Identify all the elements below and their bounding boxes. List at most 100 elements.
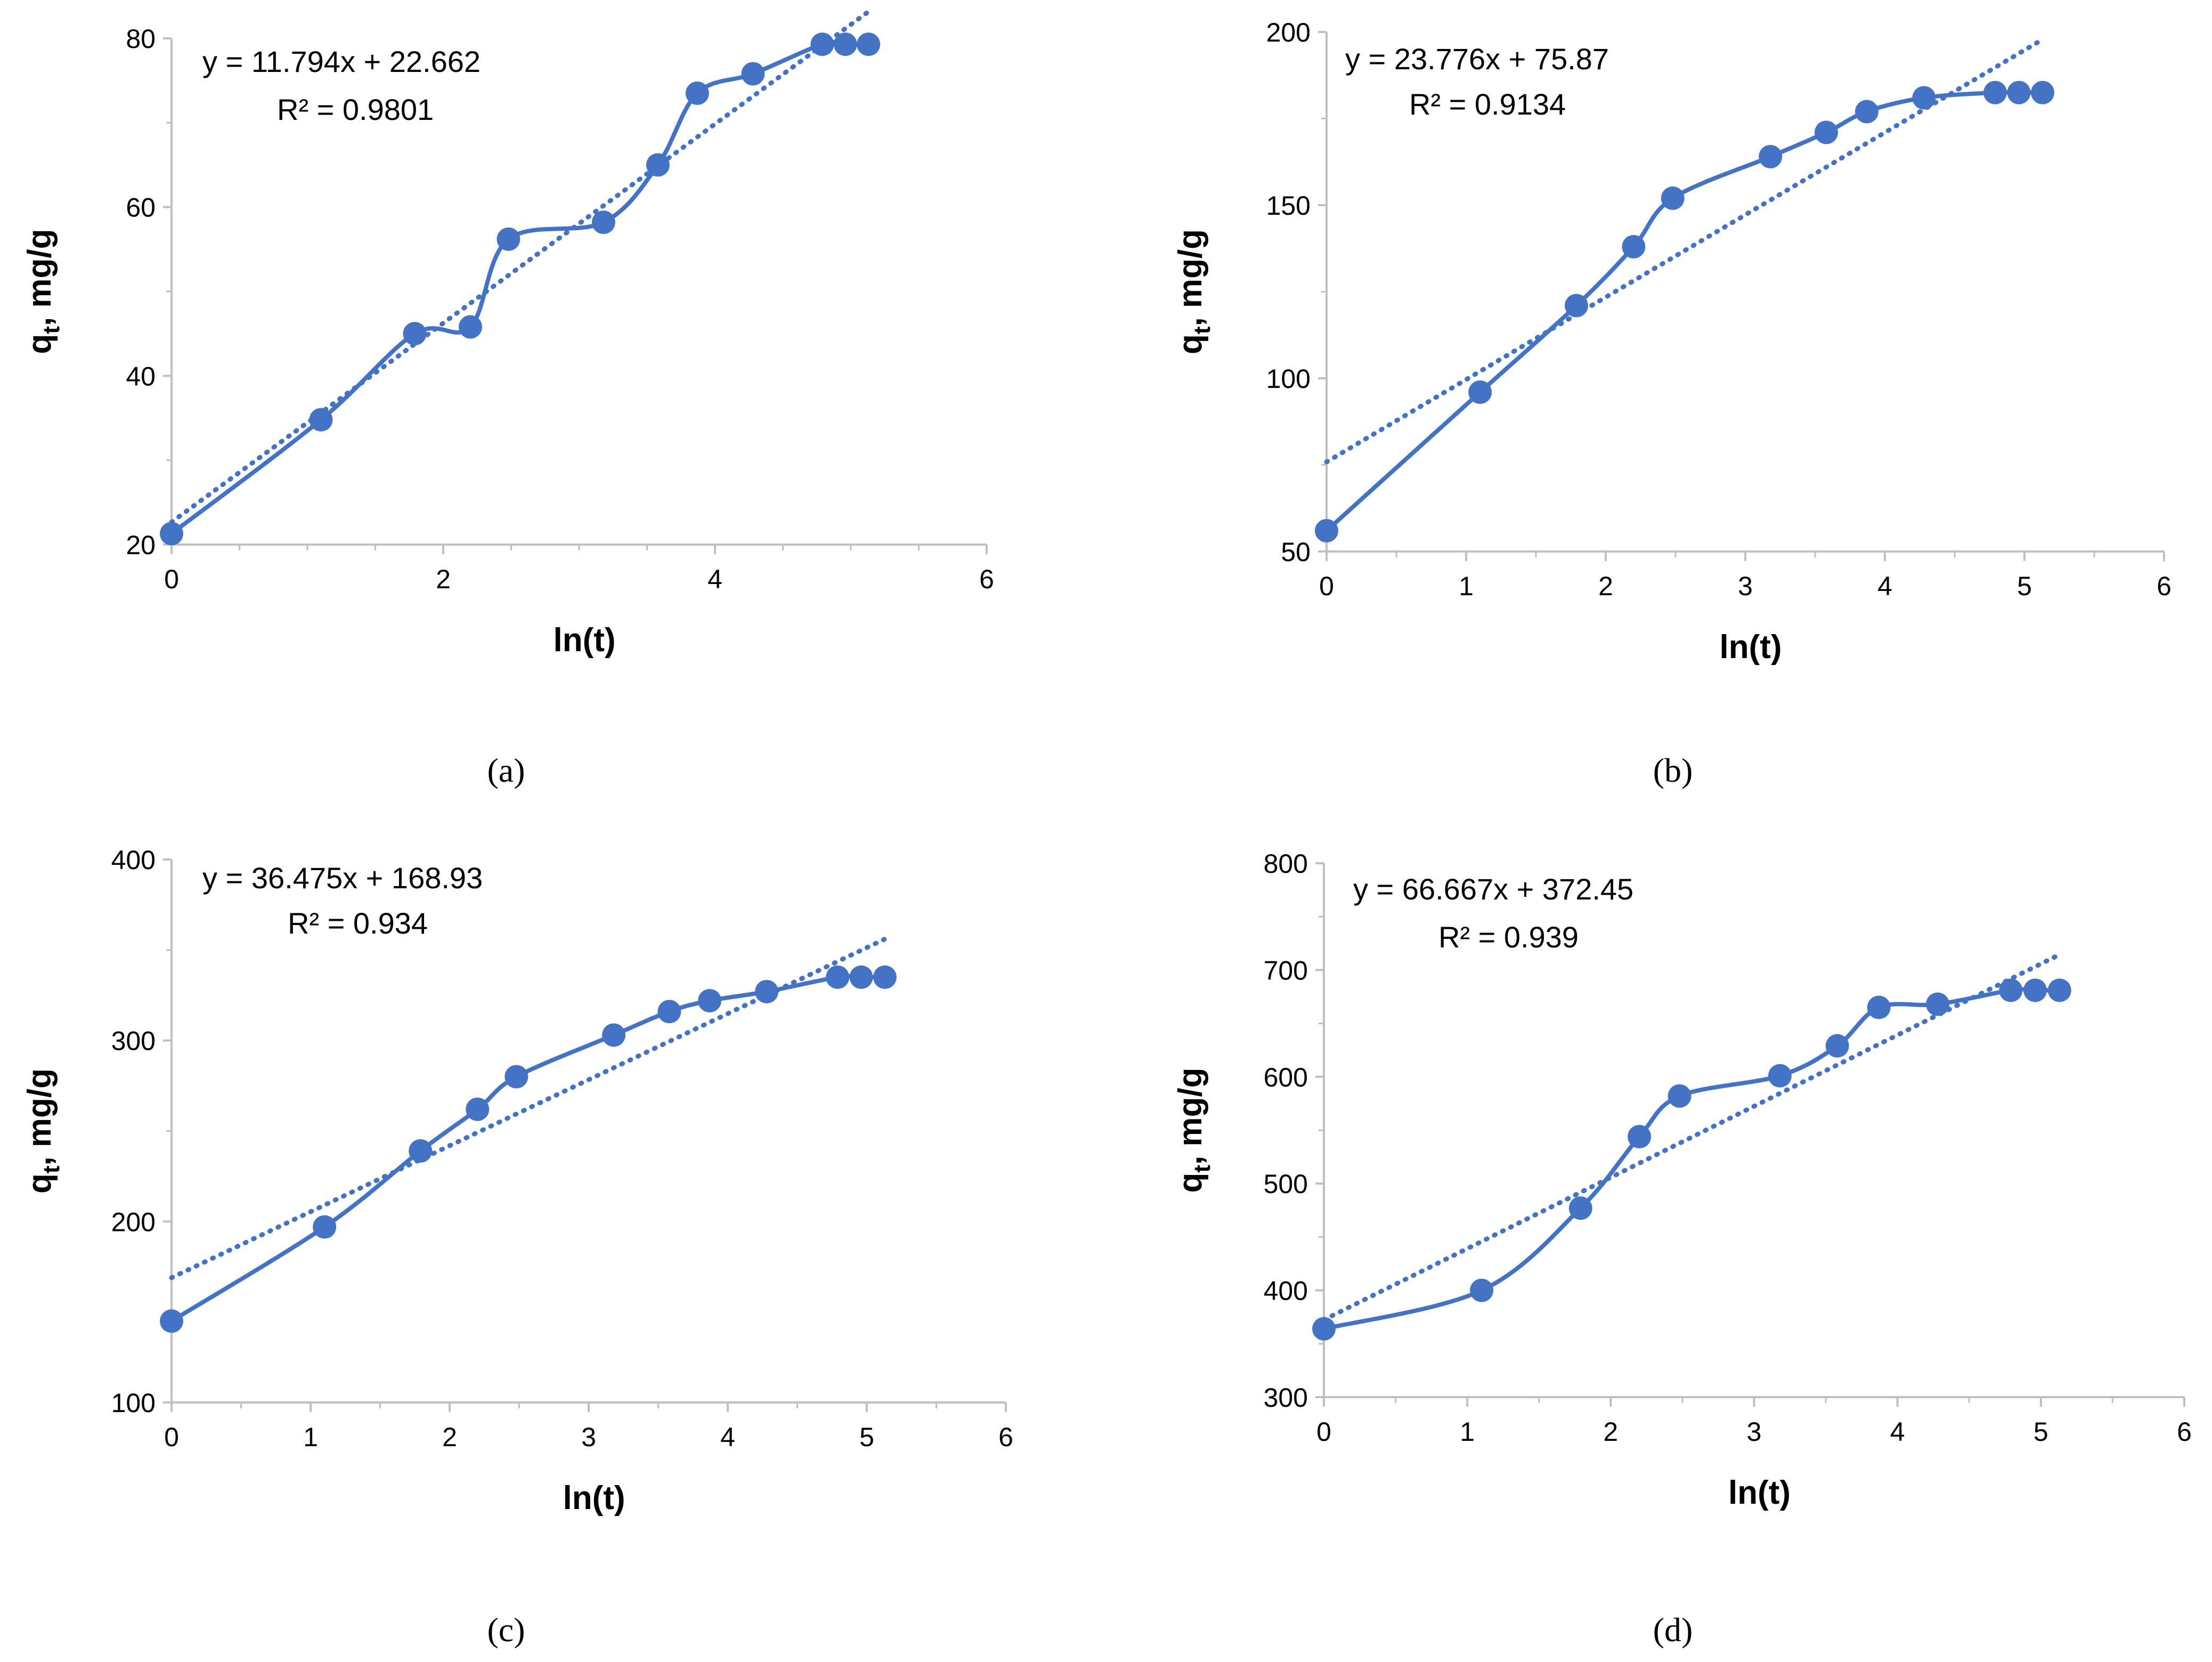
y-axis-title-subscript: t — [1189, 1165, 1215, 1173]
data-point — [313, 1215, 337, 1239]
y-axis-title-subscript: t — [38, 1165, 64, 1173]
y-axis-title: qt, mg/g — [21, 229, 64, 354]
y-axis-title-main: q — [1172, 334, 1209, 354]
series-line — [170, 974, 885, 1323]
data-point — [1661, 187, 1685, 210]
panel-label: (a) — [487, 751, 525, 789]
y-axis-title: qt, mg/g — [1172, 1067, 1215, 1193]
x-tick-label: 5 — [859, 1422, 874, 1452]
x-tick-label: 0 — [1319, 571, 1334, 601]
data-point — [1468, 380, 1492, 404]
data-point — [1568, 1196, 1592, 1220]
data-point — [810, 33, 834, 56]
y-axis-title-subscript: t — [1189, 326, 1215, 334]
y-axis-title-unit: , mg/g — [1172, 1067, 1209, 1165]
y-tick-label: 50 — [1281, 537, 1311, 567]
data-point — [2047, 978, 2071, 1002]
x-tick-label: 3 — [1747, 1417, 1762, 1447]
y-tick-label: 400 — [111, 845, 156, 875]
y-axis-title: qt, mg/g — [21, 1068, 64, 1194]
y-tick-label: 400 — [1264, 1276, 1308, 1306]
y-tick-label: 40 — [126, 361, 156, 391]
r-squared-label: R² = 0.9134 — [1409, 87, 1566, 121]
data-point — [1759, 145, 1783, 168]
data-point — [160, 522, 183, 546]
data-point — [403, 322, 427, 346]
x-tick-label: 6 — [2177, 1417, 2192, 1447]
series-line — [170, 40, 869, 536]
data-point — [1855, 100, 1878, 124]
data-point — [657, 1000, 681, 1024]
data-point — [1622, 235, 1646, 258]
x-tick-label: 2 — [1598, 571, 1613, 601]
x-tick-label: 1 — [1460, 1417, 1475, 1447]
r-squared-label: R² = 0.939 — [1438, 920, 1579, 954]
y-tick-label: 100 — [1266, 364, 1311, 394]
x-tick-label: 5 — [2017, 571, 2032, 601]
panel-label: (b) — [1653, 751, 1693, 789]
x-tick-label: 2 — [442, 1422, 457, 1452]
data-point — [698, 988, 722, 1012]
data-point — [1315, 519, 1338, 542]
data-point — [160, 1309, 183, 1333]
y-tick-label: 20 — [126, 530, 156, 560]
x-tick-label: 6 — [979, 564, 994, 594]
trendline — [1324, 37, 2045, 465]
x-tick-label: 0 — [1316, 1417, 1331, 1447]
data-point — [1912, 86, 1936, 110]
x-axis-title: ln(t) — [1719, 629, 1782, 666]
series-line — [1325, 90, 2043, 532]
data-point — [591, 210, 615, 234]
x-tick-label: 6 — [998, 1422, 1013, 1452]
data-point — [646, 153, 670, 177]
x-tick-label: 3 — [581, 1422, 596, 1452]
data-point — [1825, 1034, 1849, 1058]
panel-label: (d) — [1653, 1611, 1693, 1649]
data-point — [1867, 995, 1891, 1019]
data-point — [1999, 978, 2023, 1002]
chart-panel-a: 20 40 60 80 0 2 4 6 y = 11.794x + 22.662 R² = 0.9… — [21, 9, 994, 789]
y-tick-label: 300 — [111, 1026, 156, 1056]
data-point — [1814, 120, 1838, 144]
data-point — [409, 1139, 433, 1163]
data-point — [826, 965, 850, 989]
y-tick-label: 800 — [1264, 849, 1308, 879]
chart-panel-b: 50 100 150 200 0 1 2 3 4 5 6 y = 23.776x + 75.87 R² … — [1172, 18, 2172, 789]
data-point — [1470, 1278, 1494, 1302]
data-point — [2031, 80, 2055, 104]
series-line — [1323, 987, 2060, 1331]
y-tick-label: 150 — [1266, 191, 1311, 221]
y-tick-label: 100 — [111, 1388, 156, 1418]
y-tick-label: 600 — [1264, 1063, 1308, 1092]
data-point — [459, 315, 482, 339]
x-tick-label: 2 — [436, 564, 451, 594]
x-tick-label: 1 — [1459, 571, 1474, 601]
x-axis-title: ln(t) — [553, 622, 615, 659]
data-point — [1564, 294, 1588, 318]
data-point — [755, 979, 779, 1003]
data-point — [505, 1065, 528, 1089]
trendline — [169, 9, 871, 525]
data-point — [1628, 1125, 1652, 1149]
y-axis-title-unit: , mg/g — [1172, 229, 1209, 327]
data-point — [1312, 1317, 1336, 1341]
x-tick-label: 4 — [720, 1422, 735, 1452]
x-tick-label: 2 — [1603, 1417, 1618, 1447]
data-point — [1768, 1064, 1792, 1088]
x-tick-label: 4 — [1890, 1417, 1905, 1447]
trendline-equation: y = 23.776x + 75.87 — [1345, 42, 1609, 76]
y-tick-label: 700 — [1264, 955, 1308, 985]
data-point — [1668, 1084, 1691, 1108]
y-tick-label: 500 — [1264, 1169, 1308, 1199]
data-point — [857, 33, 881, 56]
x-tick-label: 1 — [303, 1422, 318, 1452]
chart-panel-c: 100 200 300 400 0 1 2 3 4 5 6 y = 36.475x + 168.93 R… — [21, 845, 1013, 1649]
y-axis-title: qt, mg/g — [1172, 229, 1215, 354]
trendline-equation: y = 66.667x + 372.45 — [1353, 872, 1633, 906]
y-axis-title-subscript: t — [38, 326, 64, 334]
data-point — [849, 965, 873, 989]
data-point — [1926, 992, 1950, 1016]
r-squared-label: R² = 0.934 — [288, 906, 428, 940]
y-axis-title-main: q — [21, 1173, 58, 1194]
